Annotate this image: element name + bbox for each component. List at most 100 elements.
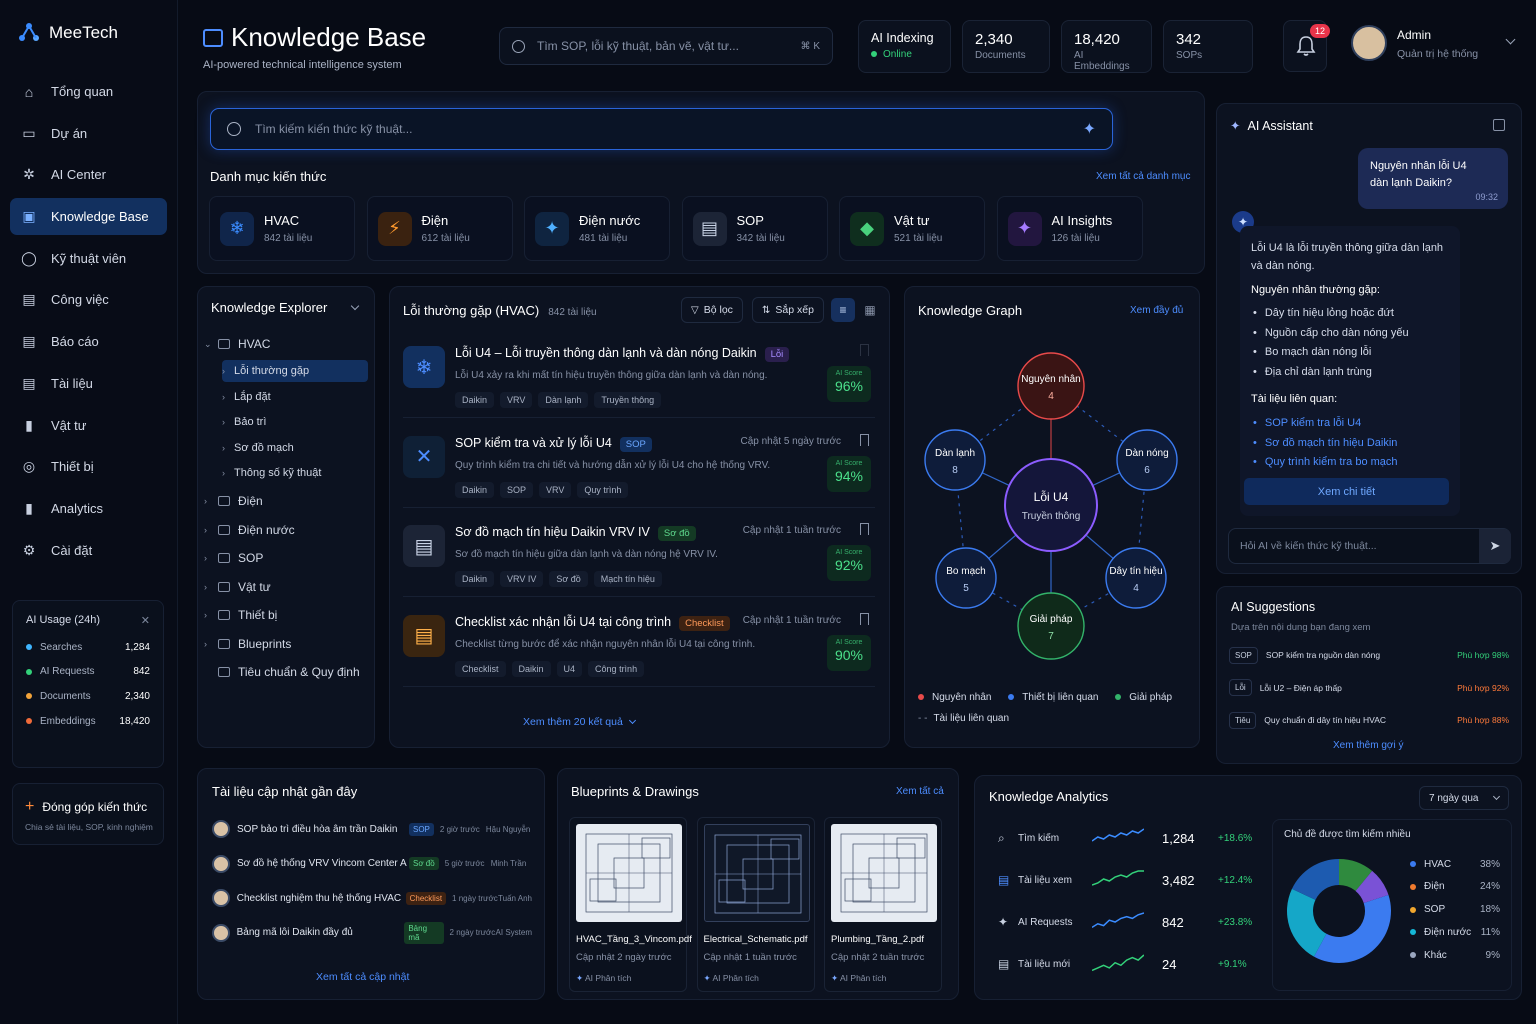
nav-item-2[interactable]: ✲ AI Center <box>10 156 167 193</box>
suggestion-row[interactable]: SOP SOP kiểm tra nguồn dàn nóng Phù hợp 98… <box>1229 643 1509 667</box>
donut-slice[interactable] <box>1287 888 1327 957</box>
nav-item-7[interactable]: ▤ Tài liệu <box>10 365 167 402</box>
category-5[interactable]: ✦ AI Insights 126 tài liệu <box>996 196 1143 261</box>
chevron-down-icon[interactable] <box>1505 34 1516 45</box>
related-doc-link[interactable]: • Quy trình kiểm tra bo mạch <box>1253 453 1398 473</box>
more-suggestions-link[interactable]: Xem thêm gợi ý <box>1333 740 1404 751</box>
blueprint-card[interactable]: Plumbing_Tầng_2.pdf Cập nhật 2 tuần trước… <box>824 817 942 992</box>
category-3[interactable]: ▤ SOP 342 tài liệu <box>681 196 828 261</box>
blueprint-card[interactable]: Electrical_Schematic.pdf Cập nhật 1 tuần … <box>696 817 815 992</box>
notification-button[interactable]: 12 <box>1283 20 1331 72</box>
graph-node[interactable] <box>935 547 997 609</box>
tag[interactable]: Sơ đồ <box>549 571 588 587</box>
tree-folder-1[interactable]: › Điện nước <box>204 519 295 541</box>
bookmark-icon[interactable] <box>860 523 869 535</box>
tree-item-3[interactable]: › Sơ đồ mạch <box>222 437 294 459</box>
list-view-icon[interactable]: ≡ <box>831 298 855 322</box>
tag[interactable]: VRV <box>539 481 572 498</box>
category-2[interactable]: ✦ Điện nước 481 tài liệu <box>524 196 670 261</box>
nav-item-10[interactable]: ▮ Analytics <box>10 490 167 527</box>
global-search-input[interactable]: Tìm SOP, lỗi kỹ thuật, bản vẽ, vật tư... <box>537 39 739 53</box>
external-link-icon[interactable] <box>1493 119 1505 131</box>
kb-search-bar[interactable]: Tìm kiếm kiến thức kỹ thuật... ✦ <box>210 108 1113 150</box>
view-all-updates-link[interactable]: Xem tất cả cập nhật <box>316 971 410 983</box>
sort-button[interactable]: ⇅ Sắp xếp <box>752 297 824 323</box>
tree-folder-4[interactable]: › Thiết bị <box>204 604 277 626</box>
blueprint-card[interactable]: HVAC_Tầng_3_Vincom.pdf Cập nhật 2 ngày tr… <box>569 817 692 992</box>
contribute-card[interactable]: + Đóng góp kiến thức Chia sẻ tài liệu, S… <box>12 783 164 845</box>
tree-folder-6[interactable]: Tiêu chuẩn & Quy định <box>204 661 360 683</box>
knowledge-graph[interactable]: Lỗi U4 Truyền thông Nguyên nhân 4 Dàn lạnh 8 D… <box>904 330 1200 680</box>
graph-node[interactable] <box>1116 429 1178 491</box>
nav-item-4[interactable]: ◯ Kỹ thuật viên <box>10 240 167 277</box>
donut-slice[interactable] <box>1291 859 1339 900</box>
related-doc-link[interactable]: • SOP kiểm tra lỗi U4 <box>1253 414 1398 434</box>
nav-item-9[interactable]: ◎ Thiết bị <box>10 448 167 485</box>
nav-item-5[interactable]: ▤ Công việc <box>10 281 167 318</box>
recent-doc-row[interactable]: Bảng mã lỗi Daikin đầy đủ Bảng mã 2 ngày t… <box>212 921 532 945</box>
tag[interactable]: Daikin <box>455 571 495 587</box>
tag[interactable]: SOP <box>500 481 534 498</box>
nav-item-0[interactable]: ⌂ Tổng quan <box>10 73 167 110</box>
assistant-input[interactable]: Hỏi AI về kiến thức kỹ thuật... <box>1240 540 1377 552</box>
recent-doc-row[interactable]: Sơ đồ hệ thống VRV Vincom Center A Sơ đồ 5… <box>212 852 532 876</box>
graph-center-node[interactable] <box>1004 458 1098 552</box>
tree-folder-5[interactable]: › Blueprints <box>204 633 291 655</box>
suggestion-row[interactable]: Tiêu Quy chuẩn đi dây tín hiệu HVAC Phù hợ… <box>1229 708 1509 732</box>
tree-item-1[interactable]: › Lắp đặt <box>222 386 271 408</box>
recent-doc-row[interactable]: SOP bảo trì điều hòa âm trần Daikin SOP 2 … <box>212 817 532 841</box>
filter-button[interactable]: ▽ Bộ lọc <box>681 297 743 323</box>
category-4[interactable]: ◆ Vật tư 521 tài liệu <box>839 196 985 261</box>
graph-view-all-link[interactable]: Xem đầy đủ <box>1130 305 1184 316</box>
tag[interactable]: Dàn lạnh <box>538 392 589 408</box>
avatar[interactable] <box>1351 25 1387 61</box>
tree-folder-3[interactable]: › Vật tư <box>204 576 271 598</box>
donut-slice[interactable] <box>1339 859 1373 891</box>
tree-item-0[interactable]: › Lỗi thường gặp <box>222 360 368 382</box>
tag[interactable]: Daikin <box>455 481 495 498</box>
load-more-link[interactable]: Xem thêm 20 kết quả <box>523 716 636 728</box>
article-row[interactable]: ▤ Sơ đồ mạch tín hiệu Daikin VRV IV Sơ đồ S… <box>403 511 875 597</box>
tag[interactable]: Công trình <box>588 660 645 677</box>
graph-node[interactable] <box>1017 592 1085 660</box>
graph-node[interactable] <box>1017 352 1085 420</box>
related-doc-link[interactable]: • Sơ đồ mạch tín hiệu Daikin <box>1253 434 1398 454</box>
user-info[interactable]: Admin Quản trị hệ thống <box>1397 28 1478 60</box>
tag[interactable]: Daikin <box>455 392 495 408</box>
view-all-categories-link[interactable]: Xem tất cả danh mục <box>1096 171 1191 182</box>
article-row[interactable]: ▤ Checklist xác nhận lỗi U4 tại công trìn… <box>403 601 875 687</box>
ai-sparkle-icon[interactable]: ✦ <box>1082 121 1096 138</box>
nav-item-3[interactable]: ▣ Knowledge Base <box>10 198 167 236</box>
tag[interactable]: Checklist <box>455 660 506 677</box>
nav-item-8[interactable]: ▮ Vật tư <box>10 407 167 444</box>
app-logo[interactable]: MeeTech <box>18 22 118 44</box>
view-detail-button[interactable]: Xem chi tiết <box>1244 478 1449 505</box>
donut-slice[interactable] <box>1355 870 1389 903</box>
nav-item-11[interactable]: ⚙ Cài đặt <box>10 532 167 569</box>
graph-node[interactable] <box>1105 547 1167 609</box>
bookmark-icon[interactable] <box>860 612 869 625</box>
tag[interactable]: Truyền thông <box>594 392 662 408</box>
recent-doc-row[interactable]: Checklist nghiệm thu hệ thống HVAC Checkl… <box>212 886 532 910</box>
tag[interactable]: Quy trình <box>577 481 629 498</box>
tree-root-hvac[interactable]: ⌄ HVAC <box>204 333 270 355</box>
suggestion-row[interactable]: Lỗi Lỗi U2 – Điện áp thấp Phù hợp 92% <box>1229 676 1509 700</box>
blueprints-view-all-link[interactable]: Xem tất cả <box>896 786 944 797</box>
tree-folder-2[interactable]: › SOP <box>204 547 263 569</box>
bookmark-icon[interactable] <box>860 344 869 356</box>
tag[interactable]: Mạch tín hiệu <box>593 571 662 587</box>
global-search[interactable]: Tìm SOP, lỗi kỹ thuật, bản vẽ, vật tư...… <box>499 27 833 65</box>
tag[interactable]: Daikin <box>511 660 551 677</box>
range-select[interactable]: 7 ngày qua <box>1419 786 1509 810</box>
send-button[interactable]: ➤ <box>1479 529 1511 563</box>
kb-search-input[interactable]: Tìm kiếm kiến thức kỹ thuật... <box>255 122 413 136</box>
nav-item-6[interactable]: ▤ Báo cáo <box>10 323 167 360</box>
category-0[interactable]: ❄ HVAC 842 tài liệu <box>209 196 355 261</box>
tag[interactable]: VRV IV <box>500 571 544 587</box>
article-row[interactable]: ✕ SOP kiểm tra và xử lý lỗi U4 SOP Quy trìn… <box>403 422 875 508</box>
tag[interactable]: U4 <box>556 660 583 677</box>
tree-item-4[interactable]: › Thông số kỹ thuật <box>222 462 321 484</box>
grid-view-icon[interactable]: ▦ <box>864 303 876 317</box>
donut-slice[interactable] <box>1313 894 1391 963</box>
graph-node[interactable] <box>924 429 986 491</box>
